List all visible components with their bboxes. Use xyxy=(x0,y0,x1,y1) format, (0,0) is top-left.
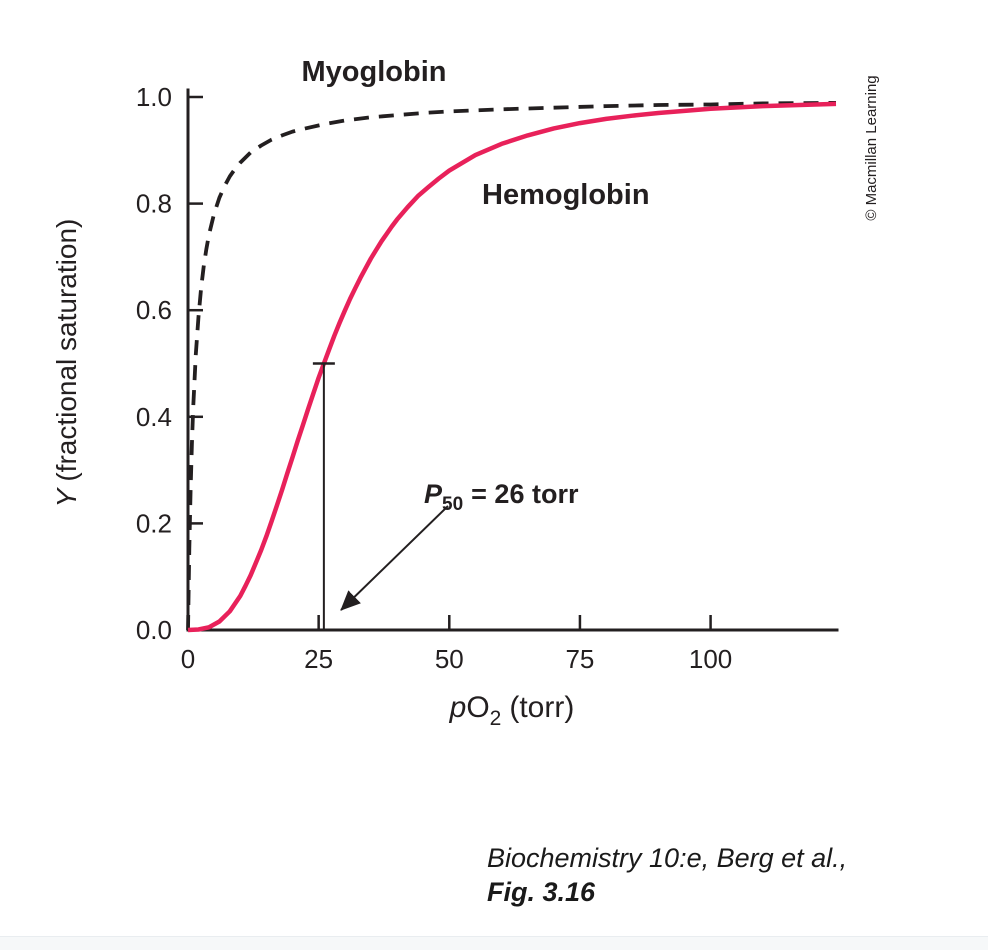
page-bottom-strip xyxy=(0,936,988,950)
p50-value: = 26 torr xyxy=(471,479,579,509)
myoglobin-label: Myoglobin xyxy=(302,56,447,88)
citation-figure-number: Fig. 3.16 xyxy=(487,876,596,907)
hemoglobin-label: Hemoglobin xyxy=(482,179,650,211)
x-axis-subscript: 2 xyxy=(490,707,502,730)
y-axis-ticks: 0.0 0.2 0.4 0.6 0.8 1.0 xyxy=(136,82,203,645)
y-axis-title: Y (fractional saturation) xyxy=(51,219,82,508)
p50-symbol: P xyxy=(424,479,443,509)
y-tick-label: 1.0 xyxy=(136,82,172,112)
oxygen-binding-chart: 0.00.20.40.60.81.0 0 25 50 75 100 P50 = 26 to… xyxy=(51,56,880,730)
x-tick-label: 50 xyxy=(435,644,464,674)
hemoglobin-curve xyxy=(187,101,837,633)
x-tick-label: 25 xyxy=(304,644,333,674)
p50-label: P50 = 26 torr xyxy=(424,479,579,515)
x-axis-title: pO2 (torr) xyxy=(449,691,575,730)
y-axis-rest: (fractional saturation) xyxy=(51,219,82,482)
p50-subscript: 50 xyxy=(442,494,463,515)
x-axis-element: O xyxy=(466,691,489,724)
y-tick-label: 0.4 xyxy=(136,402,172,432)
citation: Biochemistry 10:e, Berg et al., Fig. 3.1… xyxy=(487,842,967,910)
y-tick-label: 0.6 xyxy=(136,295,172,325)
y-tick-label: 0.8 xyxy=(136,189,172,219)
y-axis-symbol: Y xyxy=(51,486,82,507)
citation-source: Biochemistry 10:e, Berg et al., xyxy=(487,843,848,873)
x-axis-symbol: p xyxy=(449,691,467,724)
y-tick-label: 0.0 xyxy=(136,615,172,645)
x-tick-label: 75 xyxy=(565,644,594,674)
x-axis-rest: (torr) xyxy=(509,691,574,724)
macmillan-watermark: © Macmillan Learning xyxy=(863,75,880,220)
x-tick-label: 0 xyxy=(181,644,195,674)
x-axis-ticks: 0 25 50 75 100 xyxy=(181,615,732,674)
p50-arrow xyxy=(340,505,449,611)
y-tick-label: 0.2 xyxy=(136,508,172,538)
x-tick-label: 100 xyxy=(689,644,732,674)
myoglobin-curve xyxy=(186,101,837,631)
